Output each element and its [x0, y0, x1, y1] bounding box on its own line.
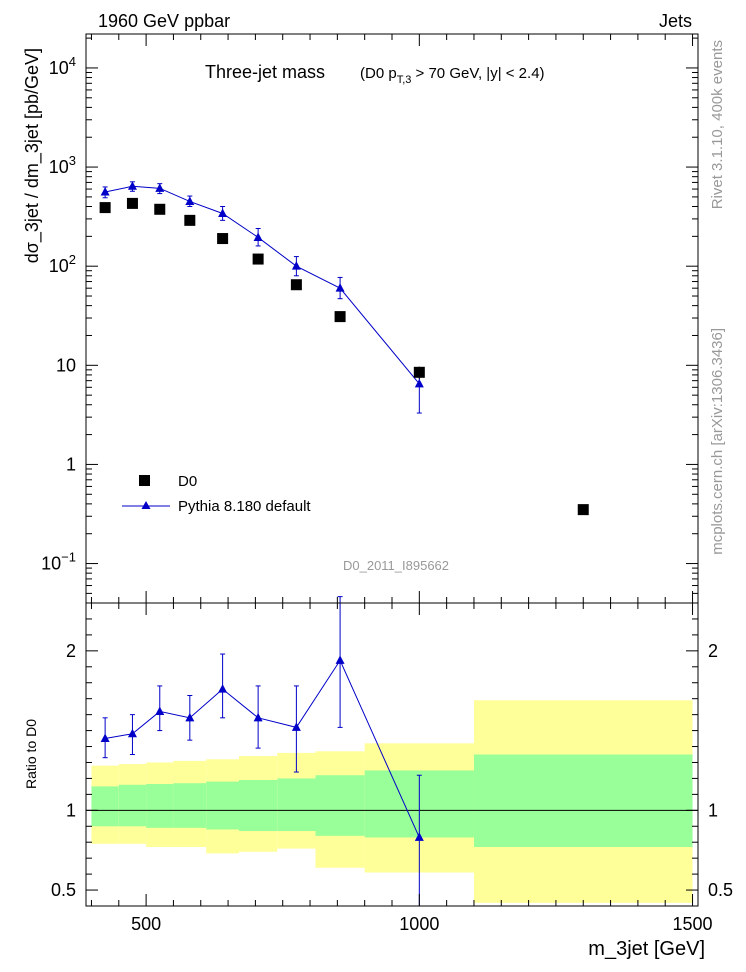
pythia-main-marker — [414, 378, 424, 388]
pythia-ratio-marker — [185, 712, 195, 722]
pythia-ratio-marker — [253, 712, 263, 722]
ratio-y-tick-label: 1 — [66, 800, 76, 820]
legend-label-d0: D0 — [178, 473, 197, 490]
pythia-ratio-marker — [155, 706, 165, 715]
pythia-main-marker — [291, 261, 301, 270]
main-y-tick-label: 104 — [49, 54, 76, 78]
ratio-y-tick-label-right: 2 — [708, 641, 718, 661]
x-tick-label: 500 — [131, 914, 161, 934]
d0-marker — [99, 202, 111, 214]
pythia-main-marker — [100, 187, 110, 196]
ratio-y-tick-label: 2 — [66, 641, 76, 661]
main-frame — [85, 33, 699, 604]
ratio-band-inner — [91, 786, 119, 827]
pythia-ratio-marker — [291, 722, 301, 731]
legend: D0 Pythia 8.180 default — [122, 473, 311, 515]
analysis-watermark: D0_2011_I895662 — [343, 558, 449, 573]
mcplots-label: mcplots.cern.ch [arXiv:1306.3436] — [709, 328, 726, 555]
d0-marker — [126, 197, 138, 209]
ratio-band-inner — [173, 783, 207, 828]
main-y-tick-label: 102 — [49, 252, 76, 276]
y-axis-label: dσ_3jet / dm_3jet [pb/GeV] — [22, 48, 43, 263]
legend-marker-d0 — [139, 475, 150, 486]
x-tick-label: 1500 — [673, 914, 713, 934]
d0-marker — [334, 311, 346, 323]
legend-marker-pythia — [141, 501, 151, 509]
ratio-band-inner — [118, 784, 147, 827]
pythia-ratio-marker — [127, 728, 137, 738]
rivet-version-label: Rivet 3.1.10, 400k events — [709, 40, 726, 209]
ratio-band-inner — [473, 754, 693, 847]
pythia-main-marker — [127, 181, 137, 190]
pythia-ratio-marker — [335, 655, 345, 664]
main-y-tick-label: 10 — [56, 355, 76, 375]
x-axis-label: m_3jet [GeV] — [588, 938, 705, 960]
ratio-band-inner — [146, 784, 174, 828]
pythia-ratio-marker — [414, 832, 424, 841]
pythia-main-marker — [155, 183, 165, 192]
pythia-main-marker — [253, 232, 263, 241]
ratio-y-axis-label: Ratio to D0 — [23, 719, 39, 789]
pythia-ratio-marker — [100, 733, 110, 743]
d0-marker — [577, 504, 589, 516]
ratio-band-inner — [315, 775, 365, 836]
ratio-y-tick-label: 0.5 — [51, 880, 76, 900]
header-process: Jets — [659, 11, 692, 31]
x-tick-label: 1000 — [399, 914, 439, 934]
pythia-main-marker — [185, 196, 195, 205]
pythia-ratio-marker — [218, 684, 228, 693]
chart-subtitle: (D0 pT,3 > 70 GeV, |y| < 2.4) — [360, 65, 545, 86]
d0-marker — [184, 214, 196, 226]
main-y-tick-label: 103 — [49, 153, 76, 177]
d0-marker — [413, 366, 425, 378]
d0-marker — [290, 279, 302, 291]
main-y-tick-label: 10−1 — [41, 550, 76, 574]
main-y-tick-label: 1 — [66, 454, 76, 474]
pythia-main-marker — [218, 208, 228, 218]
ratio-band-inner — [206, 781, 239, 830]
ratio-panel: 500 1000 1500 0.5 0.5 1 1 2 2 Ratio to D0 m_3jet… — [23, 596, 733, 960]
ratio-band-inner — [277, 778, 316, 832]
legend-label-pythia: Pythia 8.180 default — [178, 498, 311, 515]
pythia-main-line — [105, 185, 420, 385]
chart-title: Three-jet mass — [205, 62, 325, 82]
main-panel: 10−1 1 10 102 103 104 Three-jet mass (D0 pT,3… — [22, 33, 699, 604]
header-collision: 1960 GeV ppbar — [98, 11, 230, 31]
d0-marker — [217, 233, 229, 245]
d0-marker — [154, 203, 166, 215]
pythia-main-marker — [335, 283, 345, 292]
ratio-band-inner — [239, 780, 278, 832]
ratio-y-tick-label-right: 1 — [708, 800, 718, 820]
d0-marker — [252, 253, 264, 265]
ratio-y-tick-label-right: 0.5 — [708, 880, 733, 900]
